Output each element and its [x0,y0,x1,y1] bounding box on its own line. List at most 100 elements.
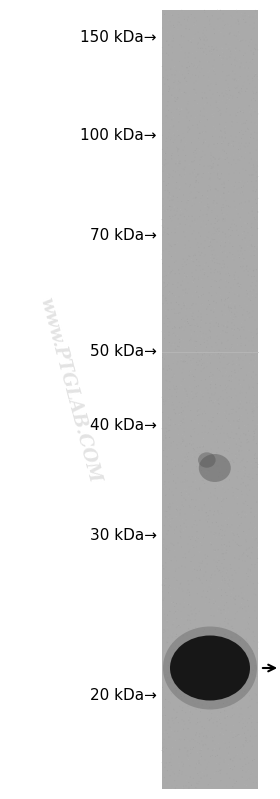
Point [224,571,228,584]
Point [240,117,244,130]
Point [239,220,244,233]
Point [239,702,243,715]
Point [197,754,201,767]
Point [207,13,212,26]
Point [190,255,195,268]
Point [182,596,186,609]
Point [235,497,240,510]
Point [198,388,202,400]
Point [246,701,251,714]
Point [236,649,241,662]
Point [252,753,257,765]
Point [171,267,176,280]
Point [164,374,168,387]
Point [186,269,190,282]
Point [170,670,174,682]
Point [176,442,180,455]
Point [251,217,255,229]
Point [173,227,178,240]
Point [241,386,246,399]
Point [235,253,240,266]
Point [182,317,187,330]
Point [232,324,237,336]
Point [230,575,235,588]
Point [169,763,173,776]
Point [247,137,251,149]
Point [168,651,173,664]
Point [238,105,243,118]
Point [251,366,256,379]
Point [252,404,256,417]
Point [209,62,213,75]
Point [167,503,172,515]
Point [189,479,194,491]
Point [204,514,208,527]
Point [167,415,172,428]
Point [189,480,193,493]
Point [183,455,187,467]
Point [168,749,172,761]
Point [238,378,243,391]
Point [177,764,182,777]
Point [213,484,218,497]
Point [209,536,213,549]
Point [230,89,235,102]
Point [160,347,165,360]
Point [247,168,251,181]
Point [203,100,207,113]
Point [166,714,171,726]
Point [250,541,254,554]
Point [255,160,260,173]
Point [174,307,178,320]
Point [224,709,229,721]
Point [227,227,232,240]
Point [193,741,198,753]
Point [208,240,213,252]
Point [242,427,246,440]
Point [235,445,240,458]
Point [209,48,214,61]
Point [218,227,222,240]
Point [230,646,234,658]
Point [183,706,188,719]
Point [255,161,260,173]
Point [221,209,226,221]
Point [218,564,222,577]
Point [222,436,227,449]
Point [240,676,244,689]
Point [223,318,227,331]
Point [208,579,213,592]
Point [225,519,230,531]
Point [243,638,248,651]
Point [233,593,237,606]
Point [227,431,231,444]
Point [253,170,257,183]
Point [193,698,197,710]
Point [236,415,241,427]
Point [203,426,207,439]
Point [212,166,216,179]
Point [207,701,212,714]
Point [167,210,172,223]
Point [237,34,242,46]
Point [253,730,258,743]
Point [213,33,218,46]
Point [172,555,176,568]
Point [218,509,223,522]
Point [240,202,245,215]
Point [220,500,224,513]
Point [165,511,170,523]
Point [252,753,256,766]
Point [196,557,201,570]
Point [198,644,202,657]
Point [216,582,221,594]
Point [183,507,187,520]
Point [168,267,172,280]
Point [239,659,243,672]
Point [214,275,219,288]
Point [241,179,246,192]
Point [212,466,216,479]
Text: www.PTGLAB.COM: www.PTGLAB.COM [37,296,103,485]
Point [175,678,180,690]
Point [193,388,198,400]
